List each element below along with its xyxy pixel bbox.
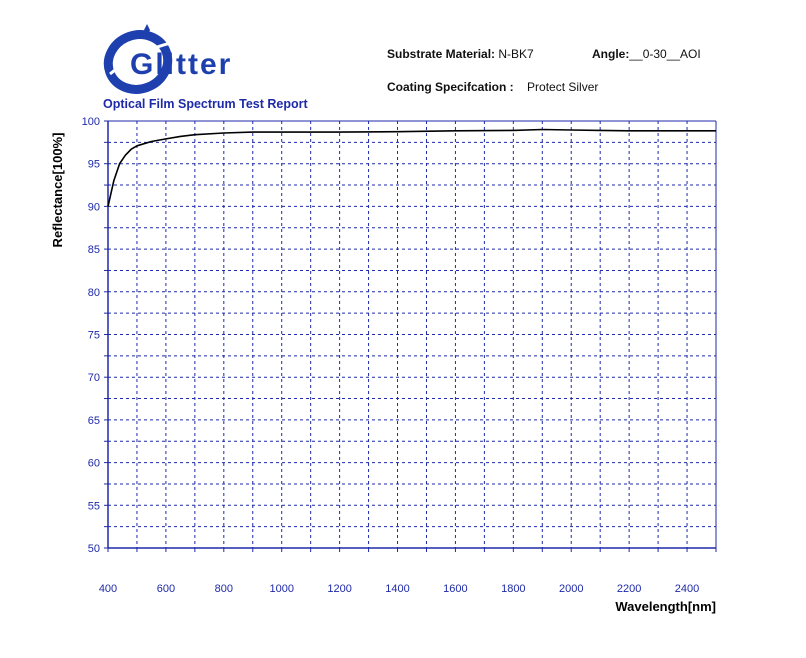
y-tick-label: 80 <box>88 287 100 299</box>
substrate-info: Substrate Material: N-BK7 <box>387 47 534 61</box>
y-tick-label: 85 <box>88 244 100 256</box>
y-tick-label: 55 <box>88 500 100 512</box>
coating-value: Protect Silver <box>527 80 599 94</box>
y-tick-label: 95 <box>88 159 100 171</box>
x-tick-label: 600 <box>157 583 175 595</box>
axes <box>104 120 717 552</box>
reflectance-curve <box>107 128 716 207</box>
substrate-label: Substrate Material: <box>387 47 496 61</box>
series-layer <box>107 128 716 207</box>
brand-text: Glitter <box>130 48 232 81</box>
x-tick-label: 800 <box>215 583 233 595</box>
glitter-logo: Glitter <box>103 24 232 94</box>
x-axis-label: Wavelength[nm] <box>615 599 716 614</box>
y-tick-label: 65 <box>88 415 100 427</box>
x-tick-label: 2200 <box>617 583 641 595</box>
x-tick-label: 2400 <box>675 583 699 595</box>
y-tick-label: 100 <box>82 116 100 128</box>
report-title: Optical Film Spectrum Test Report <box>103 97 308 111</box>
coating-info: Coating Specifcation : Protect Silver <box>387 80 598 94</box>
y-tick-label: 75 <box>88 330 100 342</box>
tick-labels: 50 55 60 65 70 75 80 85 90 95 100 400 600 800 1000 1200… <box>82 116 700 595</box>
coating-label: Coating Specifcation : <box>387 80 514 94</box>
y-tick-label: 60 <box>88 458 100 470</box>
y-tick-label: 50 <box>88 543 100 555</box>
y-tick-label: 70 <box>88 372 100 384</box>
substrate-value: N-BK7 <box>498 47 534 61</box>
x-tick-label: 2000 <box>559 583 583 595</box>
x-tick-label: 1600 <box>443 583 467 595</box>
angle-value: __0-30__AOI <box>629 47 701 61</box>
grid <box>108 121 716 548</box>
y-axis-label: Reflectance[100%] <box>50 133 65 248</box>
angle-label: Angle: <box>592 47 630 61</box>
x-tick-label: 1000 <box>269 583 293 595</box>
x-tick-label: 1200 <box>327 583 351 595</box>
y-tick-label: 90 <box>88 201 100 213</box>
x-tick-label: 1800 <box>501 583 525 595</box>
angle-info: Angle:__0-30__AOI <box>592 47 701 61</box>
x-tick-label: 1400 <box>385 583 409 595</box>
x-tick-label: 400 <box>99 583 117 595</box>
